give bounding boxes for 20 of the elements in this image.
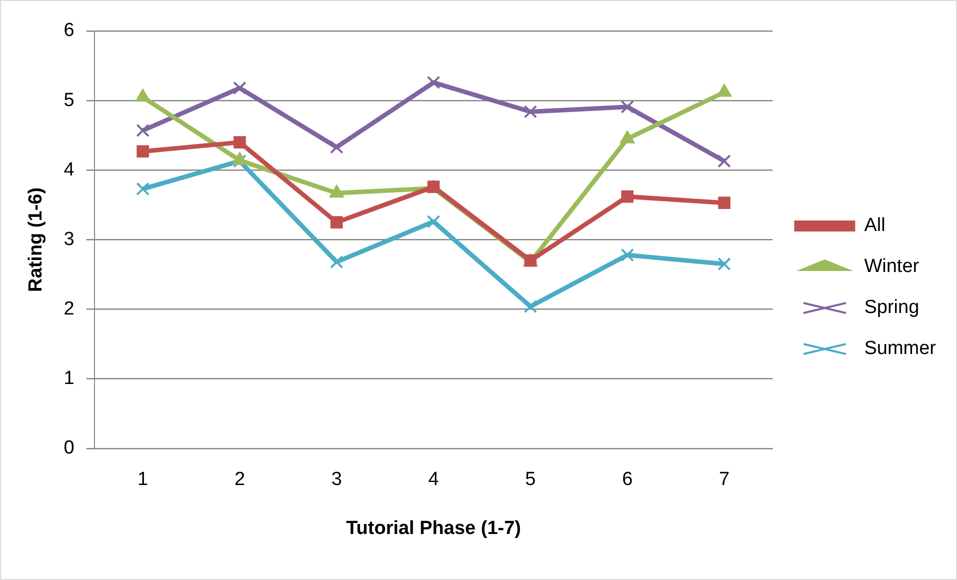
x-tick-label: 2 <box>234 469 246 490</box>
y-tick-label: 3 <box>64 228 74 250</box>
x-tick-label: 1 <box>138 469 148 490</box>
y-tick-label: 0 <box>64 438 74 459</box>
y-tick-label: 2 <box>64 298 74 320</box>
y-tick-label: 1 <box>64 368 74 390</box>
x-tick-label: 3 <box>331 469 342 490</box>
x-tick-label: 5 <box>525 469 536 490</box>
y-tick-label: 4 <box>64 159 75 180</box>
legend-label: Winter <box>864 256 920 278</box>
y-axis-title: Rating (1-6) <box>26 187 47 292</box>
legend-label: Spring <box>864 297 920 318</box>
x-tick-label: 4 <box>428 469 440 490</box>
y-tick-label: 6 <box>64 20 74 42</box>
x-tick-label: 7 <box>718 469 730 490</box>
legend-label: Summer <box>864 338 937 360</box>
y-tick-label: 5 <box>64 90 74 111</box>
legend-label: All <box>864 215 886 236</box>
x-tick-label: 6 <box>622 469 633 490</box>
x-axis-title: Tutorial Phase (1-7) <box>346 518 521 539</box>
